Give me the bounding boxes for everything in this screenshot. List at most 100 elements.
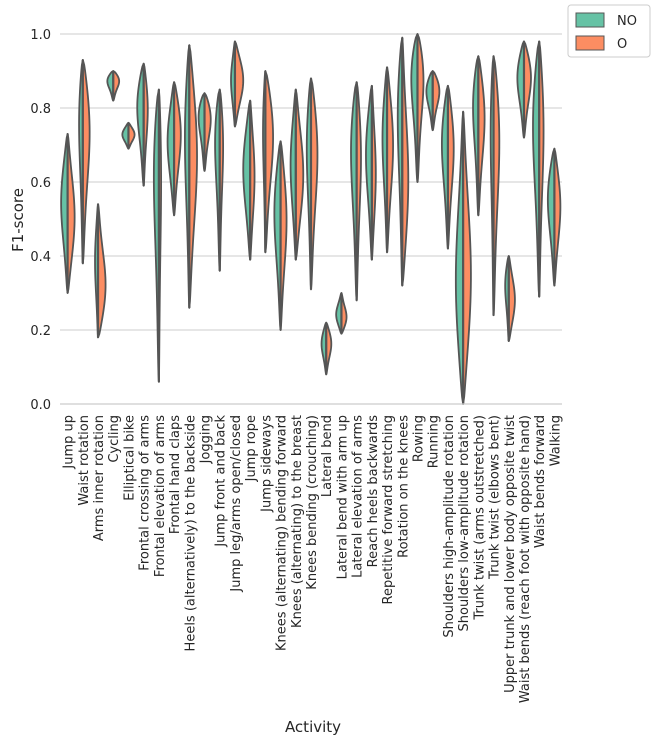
x-tick-label: Knees (alternating) to the breast (290, 415, 305, 628)
violin-half-no (516, 40, 525, 139)
violin (152, 88, 162, 383)
violin (273, 140, 288, 331)
violin-half-no (289, 88, 297, 261)
x-tick-label: Trunk twist (elbows bent) (488, 415, 503, 580)
violin-half-no (320, 321, 328, 376)
violin-half-no (350, 81, 358, 302)
violin-half-no (410, 33, 419, 183)
x-tick-label: Waist rotation (77, 415, 92, 506)
violin-half-o (264, 70, 274, 254)
violin-half-no (106, 70, 115, 102)
violin (454, 110, 472, 405)
x-tick-label: Rowing (411, 415, 426, 462)
violin (197, 92, 212, 172)
violin-half-no (242, 99, 252, 261)
violin-half-o (401, 36, 410, 287)
x-tick-label: Walking (548, 415, 563, 466)
violin (262, 70, 274, 254)
x-tick-label: Shoulders high-amplitude rotation (442, 415, 457, 638)
violin-half-o (340, 292, 348, 335)
violin (335, 292, 348, 335)
x-tick-label: Lateral bend with arm up (335, 415, 350, 579)
legend-swatch-o (575, 35, 605, 51)
x-tick-label: Waist bends forward (533, 415, 548, 548)
x-tick-label: Heels (alternatively) to the backside (183, 415, 198, 651)
violin-half-o (66, 133, 76, 294)
violin-half-no (60, 133, 69, 294)
violin-half-no (136, 62, 145, 187)
violin (121, 121, 136, 150)
violin-half-no (335, 292, 343, 335)
legend-label-o: O (617, 37, 627, 52)
violin-half-o (431, 70, 441, 132)
y-tick-label: 0.8 (30, 102, 51, 117)
violin (546, 147, 562, 287)
y-tick-label: 0.6 (30, 176, 51, 191)
y-tick-label: 0.2 (30, 324, 51, 339)
violin (242, 99, 256, 261)
x-tick-label: Shoulders low-amplitude rotation (457, 415, 472, 632)
violin (305, 77, 319, 291)
violin-half-o (234, 40, 245, 128)
violin-half-no (425, 70, 434, 132)
x-tick-label: Frontal crossing of arms (138, 415, 153, 571)
x-tick-labels: Jump up Waist rotation Arms inner rotation… (62, 415, 564, 704)
x-tick-label: Jump sideways (259, 415, 274, 513)
violin-half-no (440, 84, 449, 250)
violin-half-o (507, 255, 516, 342)
violin (320, 321, 333, 376)
violin (472, 55, 486, 217)
violin-half-no (454, 110, 465, 405)
violin (106, 70, 121, 102)
violin-half-o (386, 66, 394, 254)
violin (289, 88, 305, 261)
y-tick-labels: 0.0 0.2 0.4 0.6 0.8 1.0 (30, 28, 51, 413)
y-tick-label: 1.0 (30, 28, 51, 43)
x-tick-label: Frontal hand claps (168, 415, 183, 534)
legend-label-no: NO (617, 14, 637, 29)
violin-half-o (477, 55, 486, 217)
violin (532, 40, 545, 298)
violin (94, 203, 107, 339)
y-tick-label: 0.0 (30, 398, 51, 413)
x-tick-label: Waist bends (reach foot with opposite ha… (518, 415, 533, 703)
violin-half-o (97, 203, 107, 339)
violin-half-no (197, 92, 206, 172)
violin-half-o (112, 70, 121, 102)
violin (489, 55, 501, 317)
violin (60, 133, 76, 294)
violin-half-o (81, 59, 91, 265)
violin (350, 81, 362, 302)
violin-half-o (127, 121, 136, 150)
x-tick-label: Lateral elevation of arms (351, 415, 366, 578)
violin (166, 81, 182, 217)
violin-half-o (173, 81, 182, 217)
violin-half-no (365, 84, 373, 261)
y-tick-label: 0.4 (30, 250, 51, 265)
violin (230, 40, 245, 128)
violin (504, 255, 516, 342)
violin-half-o (462, 110, 472, 405)
x-tick-label: Jump up (62, 415, 77, 470)
violin (440, 84, 455, 250)
violin-half-o (325, 321, 333, 376)
violin-half-no (121, 121, 130, 150)
x-tick-label: Reach heels backwards (366, 415, 381, 568)
violin-half-no (532, 40, 541, 298)
x-tick-label: Trunk twist (arms outstretched) (472, 415, 487, 621)
violin-half-o (279, 140, 288, 331)
x-tick-label: Running (427, 415, 442, 468)
x-tick-label: Repetitive forward stretching (381, 415, 396, 604)
violin (365, 84, 377, 261)
violin (184, 44, 198, 309)
violin (410, 33, 425, 183)
violin-half-o (310, 77, 319, 291)
violin (516, 40, 532, 139)
violin-half-o (492, 55, 501, 317)
violins (60, 33, 562, 405)
violin (396, 36, 410, 287)
violin-half-o (416, 33, 425, 183)
violin-half-o (203, 92, 212, 172)
x-tick-label: Jogging (199, 415, 214, 464)
